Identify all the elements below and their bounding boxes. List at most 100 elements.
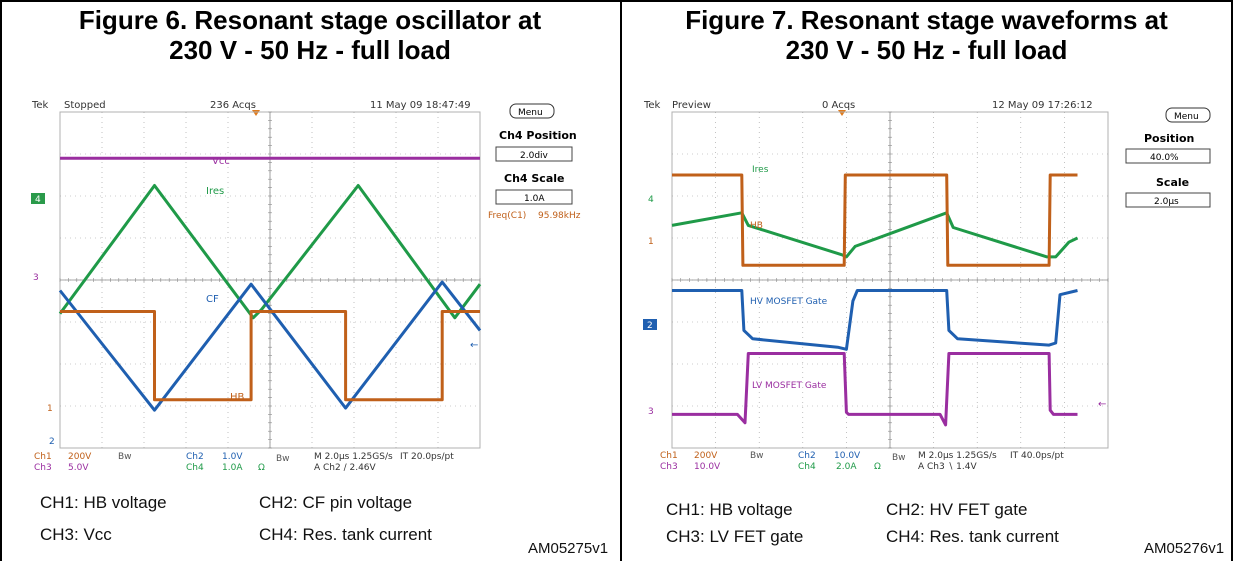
readout-trigger: A Ch2 ∕ 2.46V — [314, 463, 377, 473]
frame-top — [0, 0, 1233, 2]
readout-ch2-scale: 10.0V — [834, 451, 861, 461]
trace-label-ires: Ires — [752, 165, 769, 175]
side-value-box-2[interactable] — [1125, 192, 1211, 208]
figure-7-panel: Figure 7. Resonant stage waveforms at 23… — [620, 0, 1233, 561]
grid — [671, 111, 1109, 449]
trace-label-ires: Ires — [206, 186, 224, 197]
caption-ch4: CH4: Res. tank current — [886, 527, 1059, 546]
trigger-level-arrow: ← — [470, 340, 478, 351]
readout-timebase: M 2.0μs 1.25GS/s — [918, 451, 997, 461]
figure-7-title: Figure 7. Resonant stage waveforms at 23… — [620, 5, 1233, 65]
trace-label-lv: LV MOSFET Gate — [752, 381, 827, 391]
marker-2-text: 2 — [49, 437, 55, 447]
trace-ires — [671, 211, 1079, 259]
scope-acqs: 0 Acqs — [822, 100, 855, 111]
side-label-1: Position — [1144, 132, 1194, 145]
figure-7-title-line1: Figure 7. Resonant stage waveforms at — [685, 5, 1168, 35]
trace-label-cf: CF — [206, 294, 219, 305]
readout-ch2: Ch2 — [186, 452, 204, 462]
readout-ohm: Ω — [258, 463, 265, 473]
side-value-box-2[interactable] — [495, 189, 573, 205]
readout-ch4-scale: 2.0A — [836, 462, 857, 472]
menu-button[interactable] — [1165, 107, 1211, 123]
trace-hb — [60, 310, 480, 402]
figure-6-title-line2: 230 V - 50 Hz - full load — [169, 35, 451, 65]
scope-brand: Tek — [643, 100, 661, 111]
scope-acqs: 236 Acqs — [210, 100, 256, 111]
marker-2-text: 2 — [647, 321, 653, 331]
frame-right — [1231, 0, 1233, 561]
panel-divider — [620, 0, 622, 561]
readout-timebase: M 2.0μs 1.25GS/s — [314, 452, 393, 462]
menu-button-label: Menu — [518, 108, 543, 118]
figure-7-title-line2: 230 V - 50 Hz - full load — [785, 35, 1068, 65]
caption-ch4: CH4: Res. tank current — [259, 525, 432, 544]
readout-bw-2: Bw — [892, 453, 906, 463]
channel-2-ground-marker — [643, 319, 657, 330]
channel-4-ground-marker — [31, 193, 45, 204]
readout-ch3-scale: 10.0V — [694, 462, 721, 472]
side-value-1: 2.0div — [520, 151, 549, 161]
marker-1-text: 1 — [648, 237, 654, 247]
bottom-readout-row1: Ch1 200V Bw Ch2 10.0V Bw M 2.0μs 1.25GS/… — [660, 451, 1064, 463]
freq-label: Freq(C1) — [488, 211, 526, 221]
trace-label-hv: HV MOSFET Gate — [750, 297, 828, 307]
scope-state: Preview — [672, 100, 711, 111]
readout-record: IT 20.0ps/pt — [400, 452, 454, 462]
caption-ch2: CH2: CF pin voltage — [259, 493, 413, 512]
side-value-2: 2.0μs — [1154, 197, 1179, 207]
readout-ch3: Ch3 — [660, 462, 678, 472]
side-label-1: Ch4 Position — [499, 129, 577, 142]
readout-ch1-scale: 200V — [68, 452, 92, 462]
readout-ch1: Ch1 — [34, 452, 52, 462]
menu-button[interactable] — [509, 103, 555, 119]
marker-3-text: 3 — [33, 273, 39, 283]
readout-ch4: Ch4 — [798, 462, 816, 472]
side-value-box-1[interactable] — [495, 146, 573, 162]
readout-ch2: Ch2 — [798, 451, 816, 461]
traces — [671, 173, 1079, 427]
readout-ohm: Ω — [874, 462, 881, 472]
caption-ch1: CH1: HB voltage — [40, 493, 167, 512]
side-value-2: 1.0A — [524, 194, 545, 204]
trace-ires — [58, 184, 482, 320]
figure-6-scope: Tek Stopped 236 Acqs 11 May 09 18:47:49 … — [30, 96, 616, 478]
bottom-readout-row2: Ch3 5.0V Ch4 1.0A Ω A Ch2 ∕ 2.46V — [34, 463, 377, 473]
readout-ch2-scale: 1.0V — [222, 452, 243, 462]
trace-label-hb: HB — [230, 392, 245, 403]
side-label-2: Scale — [1156, 176, 1189, 189]
caption-ch3: CH3: Vcc — [40, 525, 112, 544]
scope-timestamp: 11 May 09 18:47:49 — [370, 100, 471, 111]
freq-value: 95.98kHz — [538, 211, 581, 221]
caption-ch3: CH3: LV FET gate — [666, 527, 804, 546]
side-value-box-1[interactable] — [1125, 148, 1211, 164]
readout-bw-1: Bw — [118, 452, 132, 462]
marker-1-text: 1 — [47, 404, 53, 414]
readout-bw-2: Bw — [276, 454, 290, 464]
readout-ch1-scale: 200V — [694, 451, 718, 461]
readout-ch3-scale: 5.0V — [68, 463, 89, 473]
figure-7-scope: Tek Preview 0 Acqs 12 May 09 17:26:12 Ir… — [642, 96, 1230, 478]
scope-brand: Tek — [31, 100, 49, 111]
readout-ch1: Ch1 — [660, 451, 678, 461]
side-value-1: 40.0% — [1150, 153, 1179, 163]
marker-4-text: 4 — [648, 195, 654, 205]
scope-timestamp: 12 May 09 17:26:12 — [992, 100, 1093, 111]
caption-ch2: CH2: HV FET gate — [886, 500, 1028, 519]
readout-ch4-scale: 1.0A — [222, 463, 243, 473]
trace-hv-mosfet-gate — [672, 289, 1078, 351]
bottom-readout-row2: Ch3 10.0V Ch4 2.0A Ω A Ch3 ∖ 1.4V — [660, 462, 977, 472]
trace-label-vcc: Vcc — [212, 156, 230, 167]
side-label-2: Ch4 Scale — [504, 172, 564, 185]
figure-6-panel: Figure 6. Resonant stage oscillator at 2… — [0, 5, 620, 557]
figure-6-title-line1: Figure 6. Resonant stage oscillator at — [78, 5, 542, 35]
readout-ch4: Ch4 — [186, 463, 204, 473]
readout-ch3: Ch3 — [34, 463, 52, 473]
readout-bw-1: Bw — [750, 451, 764, 461]
figure-6-title: Figure 6. Resonant stage oscillator at 2… — [0, 5, 620, 65]
traces — [58, 156, 482, 412]
scope-state: Stopped — [64, 100, 106, 111]
trigger-level-arrow: ← — [1098, 399, 1106, 410]
bottom-readout-row1: Ch1 200V Bw Ch2 1.0V Bw M 2.0μs 1.25GS/s… — [34, 452, 454, 464]
caption-ch1: CH1: HB voltage — [666, 500, 793, 519]
